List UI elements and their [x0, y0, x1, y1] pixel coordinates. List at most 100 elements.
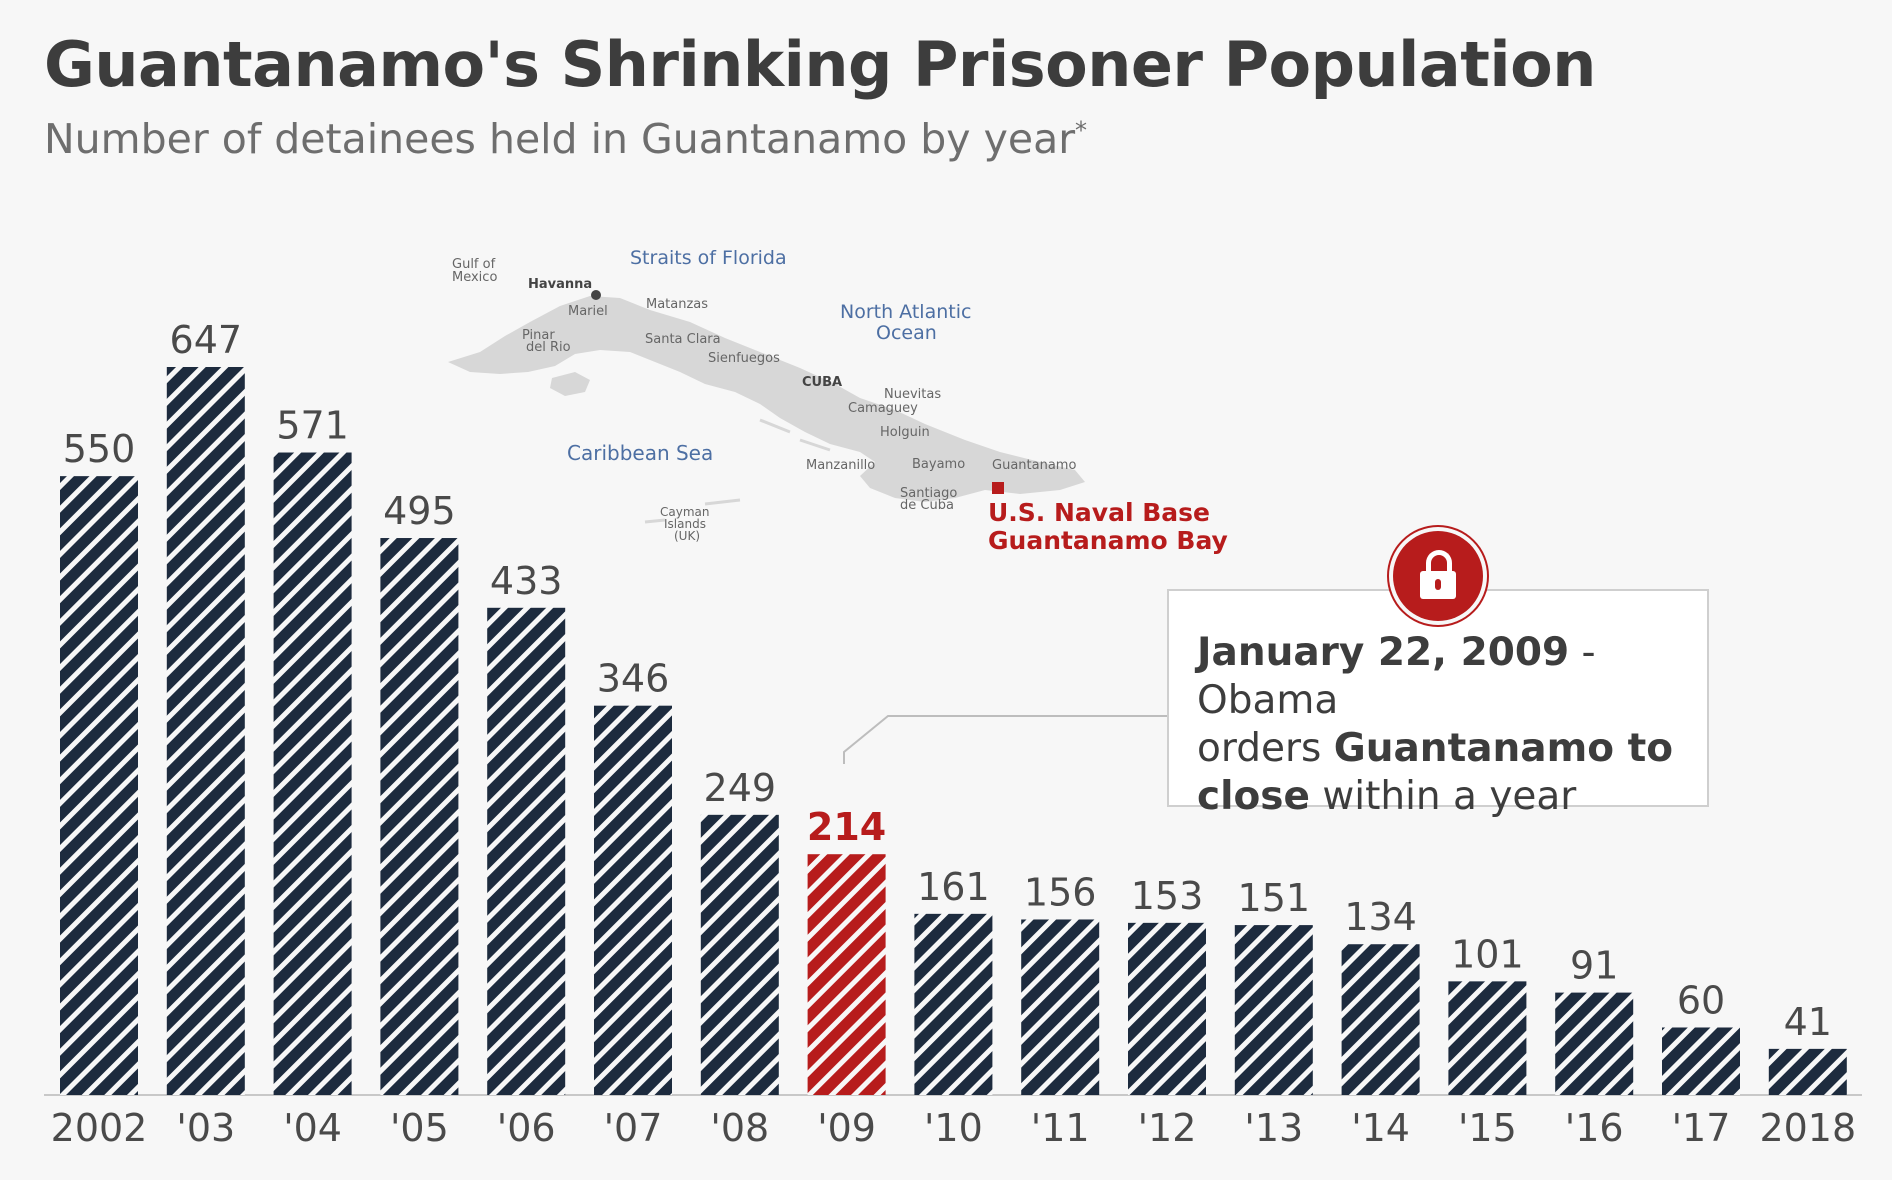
- bar: [1341, 944, 1420, 1095]
- bar: [1662, 1027, 1740, 1095]
- bar-value-label: 571: [276, 404, 349, 448]
- bar-value-label: 214: [807, 805, 886, 849]
- map-label-cayman: (UK): [674, 529, 700, 543]
- callout-line-1: January 22, 2009 - Obama: [1197, 629, 1683, 725]
- bar-series: 550 2002 647 '03 571 '04 495 '05 433 '06 346 '07 249…: [51, 318, 1857, 1150]
- bar: [60, 476, 138, 1095]
- cayman-islands-shape: [644, 498, 741, 524]
- naval-base-marker: [992, 482, 1004, 494]
- map-label-gulf: Mexico: [452, 270, 497, 285]
- x-tick-label: '09: [817, 1106, 876, 1150]
- footnote-mark: *: [1075, 116, 1088, 145]
- x-tick-label: 2018: [1759, 1106, 1856, 1150]
- map-label-cuba: CUBA: [802, 375, 842, 390]
- map-label-atlantic: North Atlantic: [840, 301, 971, 323]
- cays-shape: [759, 418, 831, 452]
- map-label-city: Santiago: [900, 486, 957, 501]
- bar: [1768, 1048, 1847, 1095]
- bar-value-label: 151: [1238, 876, 1311, 920]
- bar-value-label: 134: [1344, 895, 1417, 939]
- x-tick-label: '06: [497, 1106, 556, 1150]
- lock-shackle: [1426, 550, 1452, 573]
- callout-line-2: orders Guantanamo to: [1197, 725, 1683, 773]
- bar-value-label: 161: [917, 865, 990, 909]
- chart-subtitle: Number of detainees held in Guantanamo b…: [44, 115, 1087, 163]
- map-label-city: Mariel: [568, 304, 608, 319]
- subtitle-text: Number of detainees held in Guantanamo b…: [44, 115, 1076, 163]
- naval-base-label: U.S. Naval Base: [988, 498, 1210, 527]
- x-tick-label: '13: [1244, 1106, 1303, 1150]
- x-tick-label: '11: [1031, 1106, 1090, 1150]
- callout-line-3: close within a year: [1197, 773, 1683, 821]
- map-label-straits: Straits of Florida: [630, 247, 787, 269]
- map-label-city: Bayamo: [912, 457, 965, 472]
- x-tick-label: '05: [390, 1106, 449, 1150]
- x-tick-label: '10: [924, 1106, 983, 1150]
- x-tick-label: '15: [1458, 1106, 1517, 1150]
- bar-value-label: 101: [1451, 932, 1524, 976]
- map-label-city: Santa Clara: [645, 332, 721, 347]
- bar-value-label: 41: [1784, 1000, 1832, 1044]
- map-label-caribbean: Caribbean Sea: [567, 441, 713, 465]
- map-label-city: Camaguey: [848, 401, 918, 416]
- bar-value-label: 60: [1677, 978, 1725, 1022]
- bar-value-label: 647: [170, 318, 243, 362]
- map-label-guantanamo: Guantanamo: [992, 458, 1076, 473]
- bar-value-label: 91: [1570, 944, 1618, 988]
- bar: [380, 538, 459, 1095]
- x-tick-label: '17: [1672, 1106, 1731, 1150]
- chart-title: Guantanamo's Shrinking Prisoner Populati…: [44, 28, 1596, 101]
- bar-value-label: 433: [490, 559, 563, 603]
- bar: [487, 607, 566, 1095]
- bar: [594, 705, 672, 1095]
- map-label-city: Matanzas: [646, 297, 708, 312]
- bar-value-label: 153: [1131, 874, 1204, 918]
- map-label-havanna: Havanna: [528, 277, 592, 292]
- bar-value-label: 346: [597, 657, 670, 701]
- cuba-map: Gulf of Mexico Straits of Florida North …: [448, 247, 1228, 555]
- map-label-city: de Cuba: [900, 498, 954, 513]
- map-label-city: Sienfuegos: [708, 351, 780, 366]
- bar: [700, 814, 779, 1095]
- bar-value-label: 495: [383, 489, 456, 533]
- lock-icon: [1393, 531, 1483, 621]
- map-label-city: Nuevitas: [884, 387, 941, 402]
- map-label-city: Pinar: [522, 328, 555, 343]
- x-tick-label: '12: [1138, 1106, 1197, 1150]
- lock-body: [1420, 571, 1456, 599]
- bar-value-label: 249: [704, 766, 777, 810]
- callout-date: January 22, 2009: [1197, 630, 1570, 675]
- callout-connector: [843, 715, 1167, 764]
- x-tick-label: '07: [604, 1106, 663, 1150]
- x-tick-label: 2002: [51, 1106, 148, 1150]
- map-label-city: Manzanillo: [806, 458, 875, 473]
- callout-emphasis: close: [1197, 774, 1310, 819]
- naval-base-label: Guantanamo Bay: [988, 526, 1228, 555]
- havanna-marker: [591, 290, 601, 300]
- map-label-cayman: Islands: [664, 517, 706, 531]
- bar: [1128, 922, 1206, 1095]
- bar: [166, 367, 245, 1095]
- x-tick-label: '08: [710, 1106, 769, 1150]
- bar-highlight: [807, 854, 886, 1095]
- x-tick-label: '16: [1565, 1106, 1624, 1150]
- callout-text: - Obama: [1197, 630, 1596, 723]
- isle-of-youth-shape: [550, 372, 590, 396]
- map-label-cayman: Cayman: [660, 505, 709, 519]
- x-tick-label: '04: [283, 1106, 342, 1150]
- map-label-city: del Rio: [526, 340, 571, 355]
- map-label-city: Holguin: [880, 425, 930, 440]
- bar: [1234, 925, 1313, 1095]
- x-tick-label: '03: [176, 1106, 235, 1150]
- callout-text: orders: [1197, 726, 1334, 771]
- cuba-island-shape: [448, 296, 1085, 502]
- annotation-callout: January 22, 2009 - Obama orders Guantana…: [1167, 589, 1709, 819]
- map-label-atlantic: Ocean: [876, 322, 937, 344]
- callout-text: within a year: [1309, 774, 1577, 819]
- callout-emphasis: Guantanamo to: [1333, 726, 1674, 771]
- bar-value-label: 156: [1024, 870, 1097, 914]
- bar: [914, 913, 993, 1095]
- bar: [273, 452, 352, 1096]
- map-label-gulf: Gulf of: [452, 257, 496, 272]
